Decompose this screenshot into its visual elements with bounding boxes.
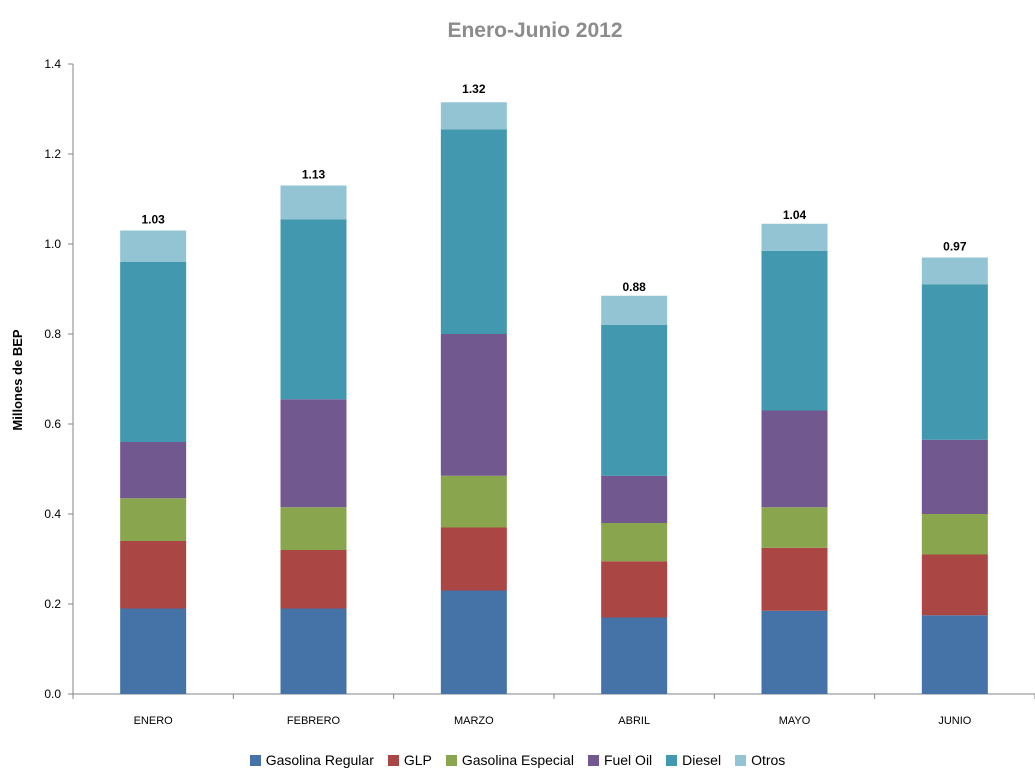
legend-label: Gasolina Especial	[461, 752, 574, 768]
total-label: 1.03	[141, 213, 165, 227]
legend-swatch	[735, 754, 747, 766]
legend-swatch	[666, 754, 678, 766]
bar-segment	[120, 442, 187, 499]
bar-segment	[280, 219, 347, 400]
total-label: 1.13	[302, 168, 326, 182]
legend-item: Otros	[735, 752, 785, 768]
plot-area: 0.0 0.2 0.4 0.6 0.8 1.0 1.2 1.4 1.03 ENERO 1.13 FEB…	[44, 57, 1035, 727]
bar-segment	[120, 608, 187, 694]
x-tick-label: ENERO	[134, 715, 174, 727]
bar-segment	[761, 507, 828, 548]
y-tick-label: 0.0	[44, 687, 61, 701]
bar-segment	[440, 590, 507, 694]
bar-segment	[921, 284, 988, 440]
x-tick-label: MARZO	[454, 715, 494, 727]
bar-segment	[440, 129, 507, 334]
legend-label: Fuel Oil	[603, 752, 653, 768]
bar-segment	[120, 541, 187, 609]
y-tick-label: 0.2	[44, 597, 61, 611]
y-tick-label: 0.8	[44, 327, 61, 341]
bar-segment	[440, 527, 507, 591]
bar-segment	[280, 185, 347, 220]
bar-segment	[761, 410, 828, 508]
x-tick-label: JUNIO	[938, 715, 971, 727]
bar-segment	[280, 399, 347, 508]
y-tick-label: 0.6	[44, 417, 61, 431]
y-tick-label: 1.0	[44, 237, 61, 251]
legend-label: Diesel	[682, 752, 722, 768]
bar-segment	[120, 230, 187, 262]
chart-title: Enero-Junio 2012	[447, 19, 622, 42]
x-tick-label: MAYO	[779, 715, 811, 727]
bar-segment	[440, 102, 507, 130]
total-label: 0.88	[622, 280, 646, 294]
legend-swatch	[445, 754, 457, 766]
bar-segment	[761, 547, 828, 611]
total-label: 1.04	[783, 208, 807, 222]
bar-segment	[601, 325, 668, 476]
bar-segment	[921, 514, 988, 555]
y-tick-label: 1.2	[44, 147, 61, 161]
bar-segment	[120, 498, 187, 541]
legend-item: Gasolina Especial	[445, 752, 574, 768]
total-label: 1.32	[462, 82, 486, 96]
bar-segment	[921, 615, 988, 694]
legend: Gasolina Regular GLP Gasolina Especial Fuel…	[0, 752, 1035, 768]
x-tick-label: ABRIL	[618, 715, 650, 727]
bar-segment	[761, 250, 828, 411]
bar-segment	[761, 610, 828, 694]
bar-segment	[280, 550, 347, 609]
bar-segment	[921, 257, 988, 285]
bar-segment	[280, 608, 347, 694]
legend-label: GLP	[403, 752, 432, 768]
legend-swatch	[587, 754, 599, 766]
legend-swatch	[249, 754, 261, 766]
x-tick-label: FEBRERO	[287, 715, 341, 727]
bar-segment	[601, 561, 668, 618]
legend-label: Gasolina Regular	[265, 752, 374, 768]
legend-item: Diesel	[666, 752, 721, 768]
bar-segment	[601, 475, 668, 523]
bar-segment	[921, 554, 988, 616]
total-label: 0.97	[943, 240, 967, 254]
bar-segment	[280, 507, 347, 550]
y-tick-label: 1.4	[44, 57, 61, 71]
y-axis-label: Millones de BEP	[10, 329, 25, 430]
legend-label: Otros	[751, 752, 786, 768]
bar-segment	[601, 295, 668, 325]
legend-swatch	[387, 754, 399, 766]
bar-segment	[921, 439, 988, 514]
legend-item: Fuel Oil	[587, 752, 653, 768]
bar-segment	[440, 475, 507, 528]
bar-segment	[440, 334, 507, 476]
legend-item: Gasolina Regular	[249, 752, 374, 768]
bar-segment	[761, 223, 828, 251]
bar-segment	[601, 617, 668, 694]
y-tick-label: 0.4	[44, 507, 61, 521]
bar-segment	[601, 523, 668, 562]
bar-segment	[120, 262, 187, 442]
legend-item: GLP	[387, 752, 432, 768]
